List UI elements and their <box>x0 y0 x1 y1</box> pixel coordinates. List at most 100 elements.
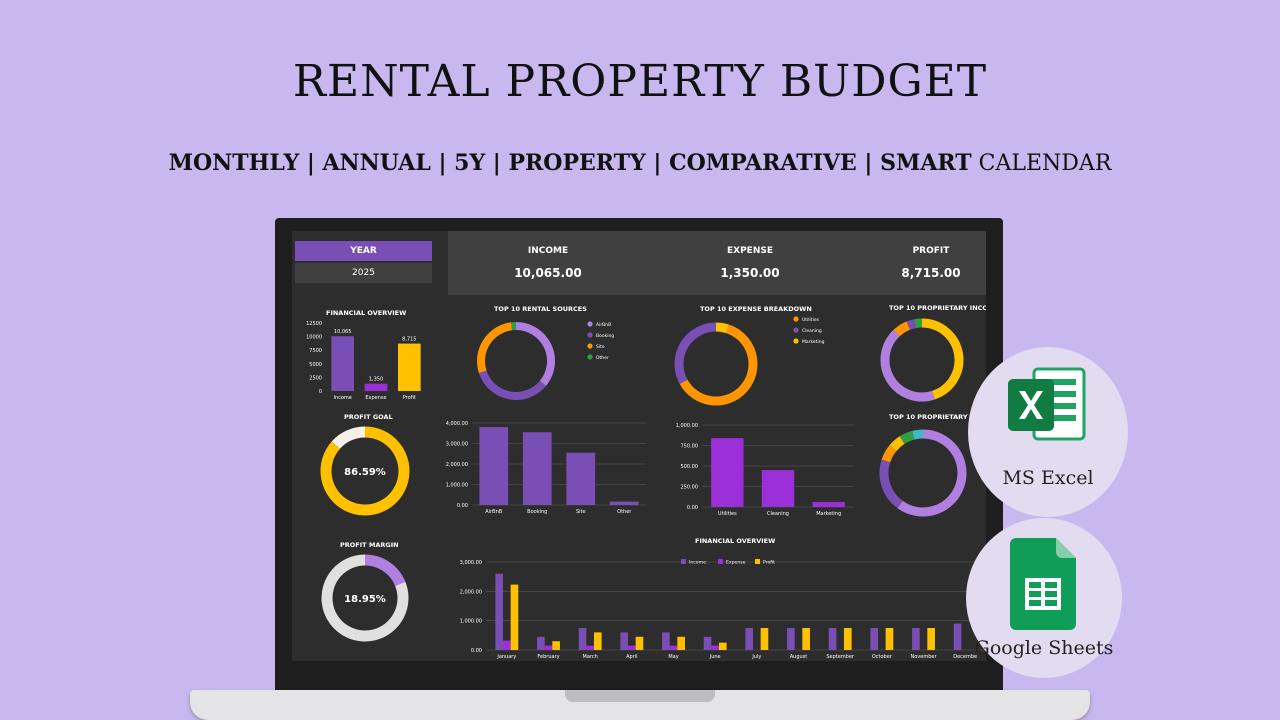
dashboard-screen: YEAR 2025 INCOME 10,065.00 EXPENSE 1,350… <box>292 231 986 661</box>
expense_breakdown-legend-swatch <box>793 338 799 344</box>
rental_bars-xlabel: AirBnB <box>485 509 502 515</box>
rental-sources-title: TOP 10 RENTAL SOURCES <box>494 305 587 313</box>
excel-icon <box>1008 367 1086 441</box>
overview-data-label: 1,350 <box>369 377 383 383</box>
monthly-xlabel: November <box>910 654 937 660</box>
monthly-bar <box>677 636 685 650</box>
expense_breakdown-slice <box>715 322 729 334</box>
proprietary_expense-slice <box>879 459 903 509</box>
monthly-xlabel: May <box>668 654 678 660</box>
proprietary-income-title: TOP 10 PROPRIETARY INCO <box>889 304 986 312</box>
monthly-legend-swatch <box>681 559 686 564</box>
overview-bar <box>331 336 354 391</box>
overview-ytick: 12500 <box>306 321 322 327</box>
monthly-legend-label: Income <box>689 560 706 566</box>
rental_sources-slice <box>478 370 547 400</box>
overview-bar <box>398 343 421 391</box>
monthly-overview-title: FINANCIAL OVERVIEW <box>695 537 776 545</box>
sheets-label: Google Sheets <box>974 637 1114 659</box>
laptop-notch <box>565 690 715 702</box>
monthly-bar <box>927 628 935 650</box>
kpi-bar: INCOME 10,065.00 EXPENSE 1,350.00 PROFIT… <box>448 231 986 295</box>
monthly-bar <box>953 623 962 650</box>
sheets-badge: Google Sheets <box>966 518 1122 678</box>
monthly-legend-label: Profit <box>763 560 775 566</box>
expense_bars-bar <box>711 438 744 507</box>
monthly-bar <box>586 645 594 650</box>
expense-breakdown-title: TOP 10 EXPENSE BREAKDOWN <box>700 305 812 313</box>
profit_goal-slice <box>320 426 410 516</box>
monthly-xlabel: January <box>496 654 516 660</box>
monthly-xlabel: October <box>872 654 893 660</box>
profit_goal-slice <box>331 426 366 449</box>
subtitle-modes: MONTHLY | ANNUAL | 5Y | PROPERTY | COMPA… <box>168 150 972 176</box>
rental_bars-ytick: 4,000.00 <box>446 421 468 427</box>
expense_breakdown-slice <box>679 324 758 406</box>
monthly-bar <box>628 645 636 650</box>
year-selector[interactable]: 2025 <box>295 263 432 283</box>
overview-xlabel: Profit <box>403 395 416 401</box>
monthly-bar <box>510 584 519 650</box>
expense_bars-xlabel: Marketing <box>816 511 841 517</box>
expense_bars-xlabel: Utilities <box>718 511 737 517</box>
monthly-ytick: 0.00 <box>471 648 482 654</box>
kpi-expense-value: 1,350.00 <box>720 266 780 280</box>
proprietary_income-slice <box>880 329 935 402</box>
rental_sources-legend-label: Other <box>596 355 609 361</box>
monthly-xlabel: August <box>790 654 808 660</box>
proprietary_income-slice <box>914 318 923 329</box>
profit_margin-slice <box>364 554 406 587</box>
kpi-expense: EXPENSE 1,350.00 <box>670 231 830 280</box>
expense_breakdown-slice <box>674 322 717 384</box>
dashboard-charts: 12500 10000 7500 5000 2500 0 Income 10,065 Expen… <box>306 316 986 660</box>
rental_bars-ytick: 0.00 <box>457 503 468 509</box>
kpi-profit-value: 8,715.00 <box>901 266 961 280</box>
monthly-bar <box>745 628 754 650</box>
monthly-bar <box>495 573 504 650</box>
expense_bars-xlabel: Cleaning <box>767 511 789 517</box>
expense_breakdown-legend-label: Marketing <box>802 339 825 345</box>
proprietary_income-slice <box>921 318 964 400</box>
monthly-bar <box>503 640 511 650</box>
monthly-bar <box>669 645 678 650</box>
profit-margin-value: 18.95% <box>344 594 386 605</box>
monthly-bar <box>870 628 879 650</box>
monthly-bar <box>537 636 545 650</box>
overview-ytick: 10000 <box>306 335 322 341</box>
rental_bars-bar <box>566 452 596 505</box>
rental_sources-legend-swatch <box>587 354 593 360</box>
rental_sources-slice <box>477 322 513 374</box>
overview-ytick: 2500 <box>309 375 322 381</box>
monthly-legend-label: Expense <box>726 560 746 566</box>
expense_bars-ytick: 0.00 <box>687 505 698 511</box>
expense_bars-ytick: 500.00 <box>681 464 699 470</box>
monthly-bar <box>593 632 602 650</box>
kpi-profit-label: PROFIT <box>912 246 950 256</box>
overview-ytick: 5000 <box>309 362 322 368</box>
rental_bars-ytick: 2,000.00 <box>446 462 468 468</box>
kpi-income-value: 10,065.00 <box>514 266 582 280</box>
monthly-bar <box>760 628 769 650</box>
monthly-ytick: 3,000.00 <box>460 560 482 566</box>
excel-label: MS Excel <box>1002 467 1094 489</box>
expense_bars-ytick: 1,000.00 <box>676 423 698 429</box>
subtitle-calendar: CALENDAR <box>971 151 1112 176</box>
profit-goal-value: 86.59% <box>344 467 386 478</box>
overview-xlabel: Expense <box>365 395 386 401</box>
monthly-xlabel: July <box>751 654 761 660</box>
monthly-bar <box>787 628 795 650</box>
expense_breakdown-legend-swatch <box>793 327 799 333</box>
proprietary_expense-slice <box>889 436 905 452</box>
monthly-xlabel: September <box>826 654 855 660</box>
monthly-ytick: 2,000.00 <box>460 589 482 595</box>
rental_sources-legend-label: AirBnB <box>596 322 611 328</box>
monthly-xlabel: February <box>537 654 559 660</box>
profit-goal-title: PROFIT GOAL <box>344 413 393 421</box>
expense_breakdown-legend-label: Cleaning <box>802 328 822 334</box>
rental_bars-xlabel: Booking <box>527 509 547 515</box>
rental_sources-legend-label: Site <box>596 344 605 350</box>
overview-data-label: 10,065 <box>334 329 352 335</box>
rental_sources-legend-swatch <box>587 332 593 338</box>
monthly-xlabel: June <box>709 654 721 660</box>
rental_bars-xlabel: Site <box>576 509 586 515</box>
